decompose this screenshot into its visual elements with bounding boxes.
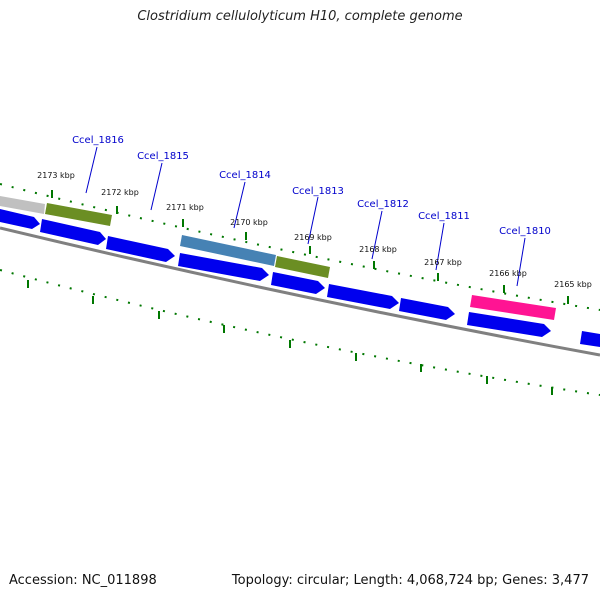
accession-label: Accession: NC_011898: [9, 573, 157, 588]
kbp-label: 2166 kbp: [489, 269, 527, 278]
gene-label-1815[interactable]: Ccel_1815: [137, 151, 189, 162]
cds-arrow[interactable]: [399, 298, 455, 320]
green-feature-1813[interactable]: [275, 256, 330, 278]
cds-arrow[interactable]: [467, 312, 551, 337]
cds-arrow[interactable]: [0, 209, 40, 229]
cds-arrow[interactable]: [271, 272, 325, 294]
cds-arrow[interactable]: [178, 253, 269, 281]
green-feature-1816[interactable]: [45, 203, 112, 226]
gene-label-1816[interactable]: Ccel_1816: [72, 135, 124, 146]
cds-track: [0, 209, 600, 347]
inner-tick-ring: [0, 269, 600, 396]
genome-summary: Topology: circular; Length: 4,068,724 bp…: [231, 573, 589, 588]
gene-labels: Ccel_1816 Ccel_1815 Ccel_1814 Ccel_1813 …: [72, 135, 551, 237]
kbp-labels: 2173 kbp 2172 kbp 2171 kbp 2170 kbp 2169…: [37, 171, 592, 289]
kbp-label: 2167 kbp: [424, 258, 462, 267]
kbp-label: 2165 kbp: [554, 280, 592, 289]
genome-backbone: [0, 226, 600, 357]
kbp-label: 2171 kbp: [166, 203, 204, 212]
page-title: Clostridium cellulolyticum H10, complete…: [137, 9, 463, 24]
gene-label-1811[interactable]: Ccel_1811: [418, 211, 470, 222]
outer-tick-ring: [0, 183, 600, 311]
upper-feature-track: [0, 196, 556, 320]
gene-leader-lines: [85, 146, 526, 287]
pink-feature-1810[interactable]: [470, 295, 556, 320]
kbp-label: 2170 kbp: [230, 218, 268, 227]
kbp-label: 2172 kbp: [101, 188, 139, 197]
kbp-label: 2173 kbp: [37, 171, 75, 180]
kbp-label: 2169 kbp: [294, 233, 332, 242]
outer-major-ticks: [51, 190, 569, 304]
steel-feature-1814[interactable]: [180, 235, 276, 266]
gene-label-1812[interactable]: Ccel_1812: [357, 199, 409, 210]
gene-label-1814[interactable]: Ccel_1814: [219, 170, 271, 181]
gene-label-1810[interactable]: Ccel_1810: [499, 226, 551, 237]
kbp-label: 2168 kbp: [359, 245, 397, 254]
grey-feature[interactable]: [0, 196, 45, 214]
cds-arrow[interactable]: [40, 219, 106, 245]
inner-major-ticks: [27, 280, 553, 395]
cds-arrow[interactable]: [327, 284, 399, 309]
gene-label-1813[interactable]: Ccel_1813: [292, 186, 344, 197]
cds-arrow[interactable]: [580, 331, 600, 347]
cds-arrow[interactable]: [106, 236, 175, 262]
